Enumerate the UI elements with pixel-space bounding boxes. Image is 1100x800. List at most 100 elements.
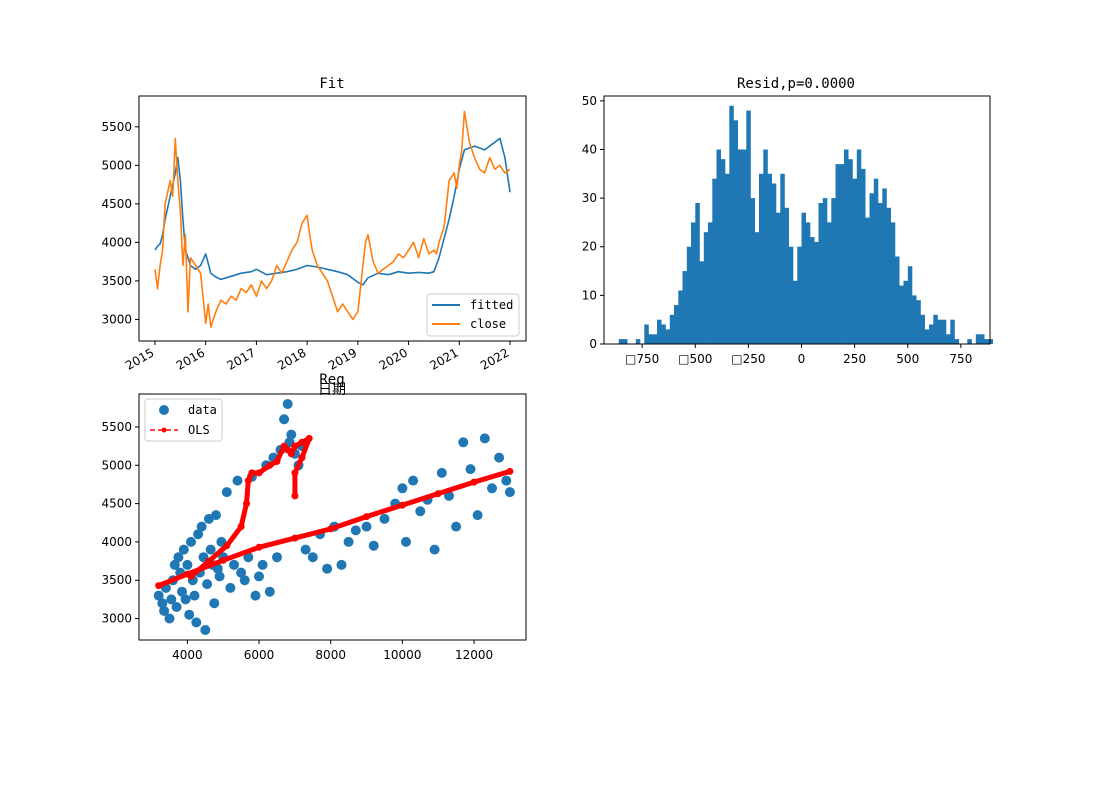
data-point [257, 559, 268, 570]
data-point [184, 609, 195, 620]
histogram-bar [661, 324, 666, 344]
x-tick-label: 2019 [326, 345, 359, 372]
legend-ols-marker [161, 427, 167, 433]
resid-title: Resid,p=0.0000 [737, 76, 855, 92]
y-tick-label: 40 [582, 142, 597, 156]
data-point [436, 467, 447, 478]
data-point [368, 540, 379, 551]
x-tick-label: 2022 [478, 345, 511, 372]
histogram-bar [801, 212, 806, 344]
data-point [487, 483, 497, 494]
data-point [212, 563, 223, 574]
x-tick-label: 4000 [172, 648, 203, 662]
histogram-bar [644, 324, 649, 344]
ols-point [506, 467, 514, 475]
series-line-close [154, 110, 511, 328]
data-point [286, 429, 297, 440]
data-point [279, 414, 290, 425]
data-point [209, 598, 220, 609]
legend-data-marker [159, 405, 169, 415]
histogram-bar [708, 222, 713, 344]
data-point [180, 594, 191, 605]
ols-point [398, 501, 406, 509]
data-point [465, 464, 476, 475]
histogram-bar [737, 149, 743, 344]
resid-axes-frame [603, 95, 991, 345]
data-point [169, 559, 180, 570]
y-tick-label: 3000 [101, 312, 132, 326]
histogram-bar [780, 173, 785, 344]
data-point [186, 536, 196, 547]
histogram-bar [729, 105, 734, 344]
y-tick-label: 4500 [101, 497, 132, 511]
data-point [232, 475, 243, 486]
ols-curve-point [298, 438, 306, 446]
data-point [200, 625, 211, 635]
histogram-bar [848, 159, 853, 344]
data-point [397, 483, 408, 494]
y-tick-label: 20 [582, 240, 597, 254]
x-tick-label: 2016 [174, 345, 207, 372]
x-tick-label: 2020 [377, 345, 410, 372]
histogram-bar [861, 168, 866, 344]
histogram-bar [797, 246, 802, 344]
ols-point [219, 556, 227, 564]
resid-x-axis: □750 □500 □250 0 250 500 750 [625, 344, 972, 366]
data-point [157, 598, 168, 609]
histogram-bar [967, 339, 972, 344]
x-tick-label: 2015 [123, 345, 156, 372]
data-point [494, 452, 505, 463]
legend-fitted-label: fitted [470, 298, 513, 312]
y-tick-label: 4500 [101, 197, 132, 211]
data-point [173, 552, 184, 563]
ols-curve-point [205, 557, 213, 565]
legend-close-label: close [470, 317, 506, 331]
data-point [239, 575, 250, 586]
histogram-bar [699, 261, 704, 344]
histogram-bar [805, 222, 811, 344]
fit-y-axis: 3000 3500 4000 4500 5000 5500 [101, 120, 139, 326]
x-tick-label: □500 [678, 352, 712, 366]
histogram-bar [865, 217, 870, 344]
histogram-bar [678, 290, 683, 344]
histogram-bar [984, 339, 989, 344]
histogram-bar [818, 203, 823, 344]
data-point [429, 544, 440, 555]
histogram-bar [618, 339, 624, 344]
x-tick-label: 250 [843, 352, 866, 366]
fit-x-axis: 2015 2016 2017 2018 2019 2020 2021 2022 [123, 341, 512, 373]
histogram-bar [988, 339, 993, 344]
reg-legend: data OLS [144, 398, 223, 442]
histogram-bar [767, 173, 772, 344]
histogram-bar [788, 246, 794, 344]
data-point [193, 529, 204, 540]
y-tick-label: 5000 [101, 158, 132, 172]
reg-axes-frame [138, 393, 527, 641]
y-tick-label: 5500 [101, 120, 132, 134]
histogram-bar [835, 164, 840, 344]
histogram-bar [695, 203, 700, 344]
ols-curve-point [298, 454, 306, 462]
data-point [300, 544, 311, 555]
histogram-bar [827, 222, 832, 344]
data-point [153, 590, 164, 601]
y-tick-label: 5500 [101, 420, 132, 434]
histogram-bar [725, 173, 730, 344]
data-point [189, 590, 200, 601]
histogram-bar [754, 232, 760, 344]
histogram-bar [776, 212, 781, 344]
data-point [379, 513, 390, 524]
x-tick-label: 0 [798, 352, 806, 366]
ols-curve-point [237, 523, 245, 531]
data-point [205, 544, 216, 555]
ols-point [470, 478, 478, 486]
ols-curve-point [223, 542, 231, 550]
fit-title: Fit [319, 76, 344, 92]
data-point [408, 475, 419, 486]
histogram-bar [746, 110, 751, 344]
histogram-bar [733, 120, 738, 344]
histogram-bar [856, 149, 862, 344]
histogram-bar [839, 164, 845, 344]
histogram-bar [869, 193, 874, 344]
histogram-bar [657, 319, 662, 344]
